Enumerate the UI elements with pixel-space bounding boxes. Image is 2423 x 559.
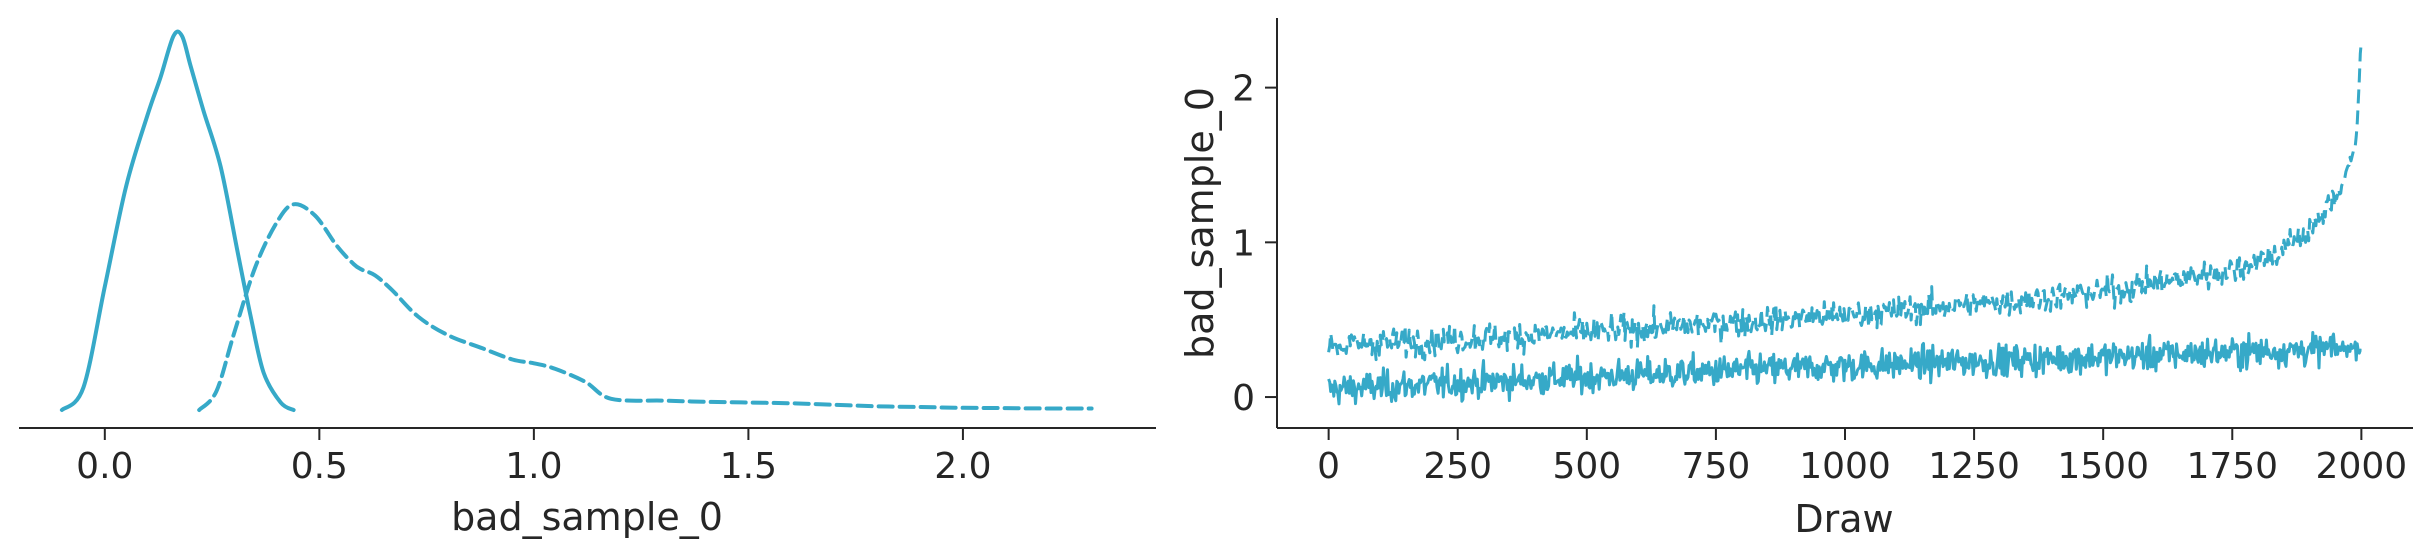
trace-x-tick-label: 0: [1317, 446, 1340, 487]
trace-x-ticks: 0 250 500 750 1000 1250 1500 1750 2000: [1317, 428, 2407, 487]
kde-series-line-1: [197, 202, 1094, 412]
trace-y-tick-label: 0: [1232, 378, 1255, 419]
trace-y-ticks: 0 1 2: [1232, 69, 1277, 419]
kde-x-tick-label: 1.0: [505, 446, 562, 487]
trace-x-tick-label: 500: [1552, 446, 1621, 487]
trace-plot: 0 250 500 750 1000 1250 1500 1750 2000 012 Draw …: [1178, 18, 2413, 541]
trace-series-line-0: [1327, 331, 2362, 406]
kde-x-tick-label: 1.5: [720, 446, 777, 487]
trace-y-tick-label: 1: [1232, 223, 1255, 264]
kde-x-tick-label: 0.0: [76, 446, 133, 487]
trace-x-tick-label: 1500: [2057, 446, 2149, 487]
trace-y-axis-label: bad_sample_0: [1178, 87, 1222, 359]
trace-x-tick-label: 1250: [1928, 446, 2020, 487]
kde-series-line-0: [59, 29, 296, 412]
kde-x-tick-label: 2.0: [934, 446, 991, 487]
trace-series-line-1: [1327, 41, 2363, 362]
trace-x-axis-label: Draw: [1794, 497, 1893, 541]
kde-lines: [59, 29, 1094, 412]
kde-plot: 0.0 0.5 1.0 1.5 2.0 bad_sample_0: [19, 29, 1156, 539]
trace-x-tick-label: 1750: [2186, 446, 2278, 487]
kde-x-ticks: 0.0 0.5 1.0 1.5 2.0: [76, 428, 992, 487]
trace-lines: [1327, 41, 2363, 406]
trace-x-tick-label: 2000: [2316, 446, 2408, 487]
kde-x-axis-label: bad_sample_0: [451, 495, 723, 539]
trace-x-tick-label: 250: [1423, 446, 1492, 487]
trace-x-tick-label: 1000: [1799, 446, 1891, 487]
kde-x-tick-label: 0.5: [291, 446, 348, 487]
trace-x-tick-label: 750: [1682, 446, 1751, 487]
trace-y-tick-label: 2: [1232, 69, 1255, 110]
